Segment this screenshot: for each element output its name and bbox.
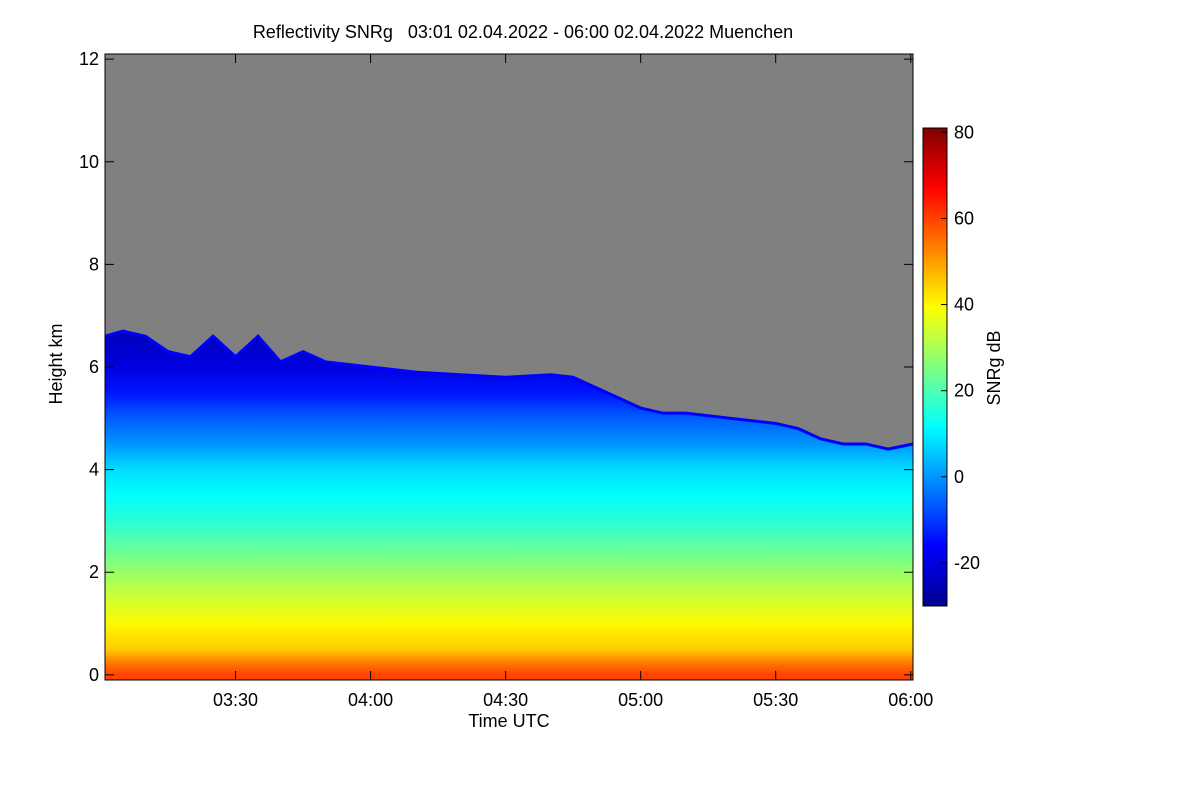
y-tick-label: 4 — [89, 460, 99, 480]
x-tick-label: 05:30 — [753, 690, 798, 710]
colorbar-axis: -20 0 20 40 60 80 — [941, 122, 980, 573]
x-tick-label: 03:30 — [213, 690, 258, 710]
x-tick-label: 06:00 — [888, 690, 933, 710]
x-tick-label: 04:00 — [348, 690, 393, 710]
colorbar-label: SNRg dB — [984, 330, 1004, 405]
colorbar — [922, 127, 948, 607]
colorbar-tick-label: 80 — [954, 122, 974, 142]
y-axis-label: Height km — [46, 323, 66, 404]
y-tick-label: 8 — [89, 254, 99, 274]
colorbar-tick-label: 40 — [954, 295, 974, 315]
y-tick-label: 0 — [89, 665, 99, 685]
y-tick-label: 10 — [79, 152, 99, 172]
chart-title: Reflectivity SNRg 03:01 02.04.2022 - 06:… — [253, 22, 793, 42]
x-tick-label: 05:00 — [618, 690, 663, 710]
colorbar-tick-label: 60 — [954, 208, 974, 228]
colorbar-tick-label: 20 — [954, 381, 974, 401]
x-axis: 03:30 04:00 04:30 05:00 05:30 06:00 — [213, 54, 933, 710]
y-tick-label: 12 — [79, 49, 99, 69]
colorbar-tick-label: -20 — [954, 553, 980, 573]
cloud-top-edge — [105, 329, 913, 451]
y-tick-label: 6 — [89, 357, 99, 377]
cloud-region — [105, 331, 913, 680]
plot-area — [105, 54, 913, 680]
y-tick-label: 2 — [89, 562, 99, 582]
colorbar-tick-label: 0 — [954, 467, 964, 487]
x-tick-label: 04:30 — [483, 690, 528, 710]
y-axis: 0 2 4 6 8 10 12 — [79, 49, 913, 685]
x-axis-label: Time UTC — [468, 711, 549, 731]
